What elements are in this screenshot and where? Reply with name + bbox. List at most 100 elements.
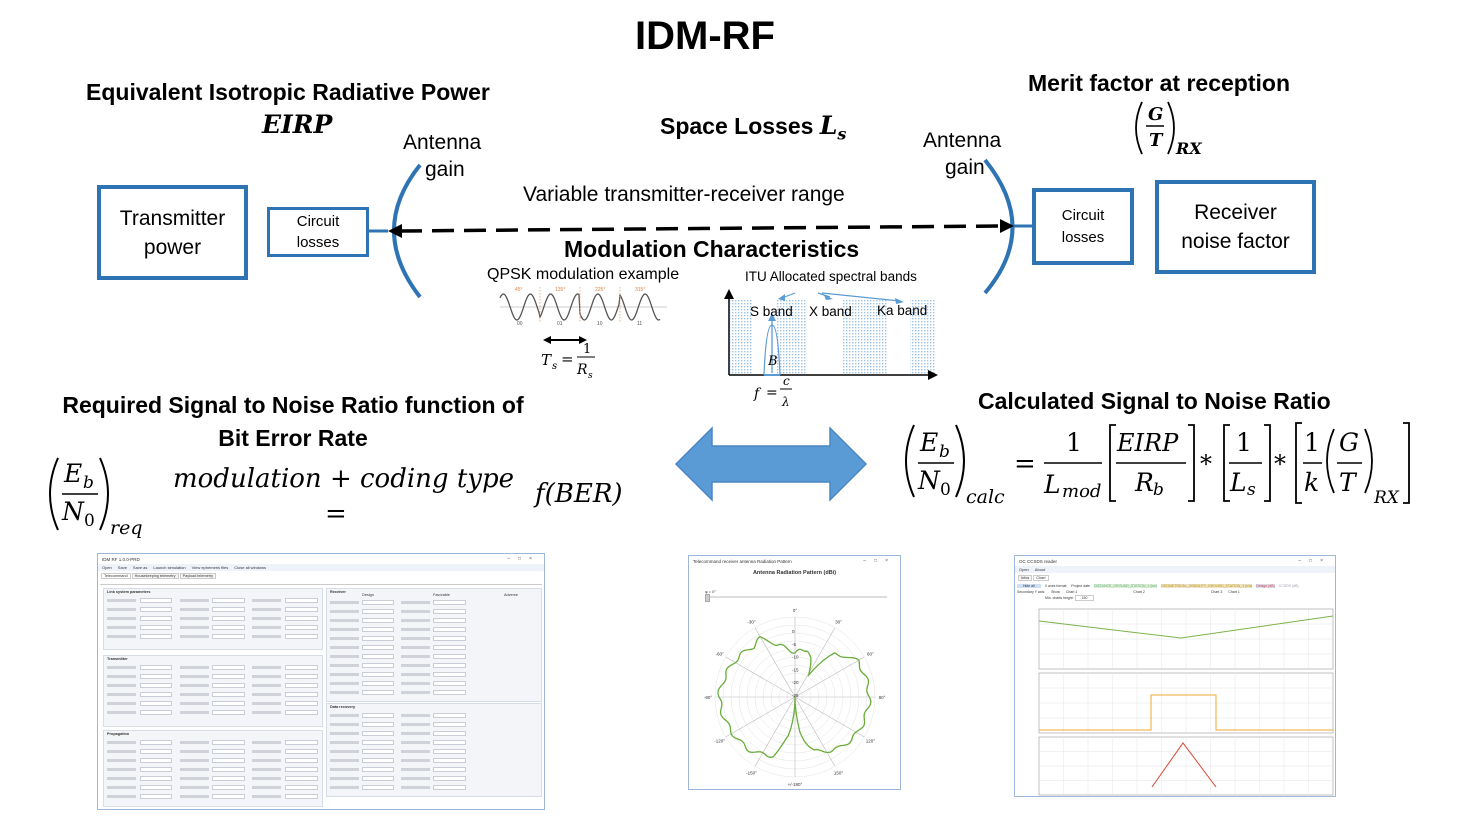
form-field[interactable] [362,636,395,641]
series-toggle[interactable]: DISTANCE_GROUND_STATION_1 (km) [1093,584,1158,588]
form-field[interactable] [285,740,318,745]
form-field[interactable] [362,663,395,668]
chart-select[interactable]: Chart 2 [1133,590,1145,594]
form-field[interactable] [285,710,318,715]
form-field[interactable] [285,776,318,781]
form-field[interactable] [139,776,173,781]
form-field[interactable] [362,600,395,605]
tab-housekeeping[interactable]: Housekeeping telemetry [131,573,179,579]
form-field[interactable] [139,598,173,603]
form-field[interactable] [285,665,318,670]
form-field[interactable] [212,598,246,603]
secondary-y-select[interactable]: Show [1051,590,1060,594]
tab-telecommand[interactable]: Telecommand [101,573,131,579]
form-field[interactable] [433,645,466,650]
form-field[interactable] [285,634,318,639]
form-field[interactable] [362,758,395,763]
form-field[interactable] [285,749,318,754]
form-field[interactable] [139,665,173,670]
form-field[interactable] [139,616,173,621]
form-field[interactable] [362,645,395,650]
form-field[interactable] [285,625,318,630]
form-field[interactable] [433,672,466,677]
min-height-input[interactable]: 150 [1074,595,1095,601]
form-field[interactable] [139,607,173,612]
form-field[interactable] [362,731,395,736]
form-field[interactable] [285,598,318,603]
form-field[interactable] [285,607,318,612]
form-field[interactable] [433,740,466,745]
form-field[interactable] [362,618,395,623]
form-field[interactable] [285,683,318,688]
form-field[interactable] [285,674,318,679]
form-field[interactable] [285,767,318,772]
form-field[interactable] [212,625,246,630]
form-field[interactable] [433,618,466,623]
form-field[interactable] [139,683,173,688]
form-field[interactable] [433,690,466,695]
form-field[interactable] [212,665,246,670]
form-field[interactable] [362,776,395,781]
chart-select[interactable]: Chart 3 [1210,590,1223,594]
form-field[interactable] [212,776,246,781]
form-field[interactable] [139,785,173,790]
form-field[interactable] [139,692,173,697]
series-toggle[interactable]: Design (dB) [1256,584,1275,588]
form-field[interactable] [139,749,173,754]
form-field[interactable] [433,767,466,772]
open-menu[interactable]: Open [1019,567,1029,572]
form-field[interactable] [139,625,173,630]
form-field[interactable] [212,710,246,715]
form-field[interactable] [433,654,466,659]
form-field[interactable] [433,600,466,605]
form-field[interactable] [362,713,395,718]
form-field[interactable] [212,674,246,679]
form-field[interactable] [212,740,246,745]
form-field[interactable] [212,785,246,790]
form-field[interactable] [362,767,395,772]
form-field[interactable] [433,627,466,632]
form-field[interactable] [362,654,395,659]
form-field[interactable] [139,634,173,639]
form-field[interactable] [212,701,246,706]
open-button[interactable]: Open [102,565,112,570]
chart-select[interactable]: Chart 1 [1228,590,1240,594]
about-menu[interactable]: About [1034,567,1046,572]
form-field[interactable] [212,683,246,688]
form-field[interactable] [362,672,395,677]
form-field[interactable] [362,627,395,632]
form-field[interactable] [433,609,466,614]
form-field[interactable] [362,749,395,754]
close-all-windows-button[interactable]: Close all windows [234,565,267,570]
form-field[interactable] [433,731,466,736]
form-field[interactable] [139,710,173,715]
form-field[interactable] [139,740,173,745]
tab-infos[interactable]: Infos [1018,575,1033,581]
form-field[interactable] [139,794,173,799]
form-field[interactable] [212,607,246,612]
form-field[interactable] [433,663,466,668]
x-axis-format-select[interactable]: Project date [1071,584,1090,588]
form-field[interactable] [362,609,395,614]
form-field[interactable] [433,681,466,686]
form-field[interactable] [285,785,318,790]
form-field[interactable] [139,701,173,706]
form-field[interactable] [433,636,466,641]
series-toggle[interactable]: GEOMETRICAL_VISIBILITY_GROUND_STATION_1 … [1161,584,1253,588]
tab-payload[interactable]: Payload telemetry [179,573,216,579]
save-as-button[interactable]: Save as [132,565,148,570]
form-field[interactable] [212,767,246,772]
form-field[interactable] [433,785,466,790]
form-field[interactable] [362,690,395,695]
save-button[interactable]: Save [117,565,127,570]
form-field[interactable] [212,616,246,621]
launch-simulation-button[interactable]: Launch simulation [153,565,186,570]
form-field[interactable] [212,692,246,697]
form-field[interactable] [285,794,318,799]
hide-all-button[interactable]: Hide all [1017,584,1041,588]
form-field[interactable] [139,758,173,763]
form-field[interactable] [433,758,466,763]
form-field[interactable] [212,794,246,799]
form-field[interactable] [285,758,318,763]
form-field[interactable] [362,785,395,790]
